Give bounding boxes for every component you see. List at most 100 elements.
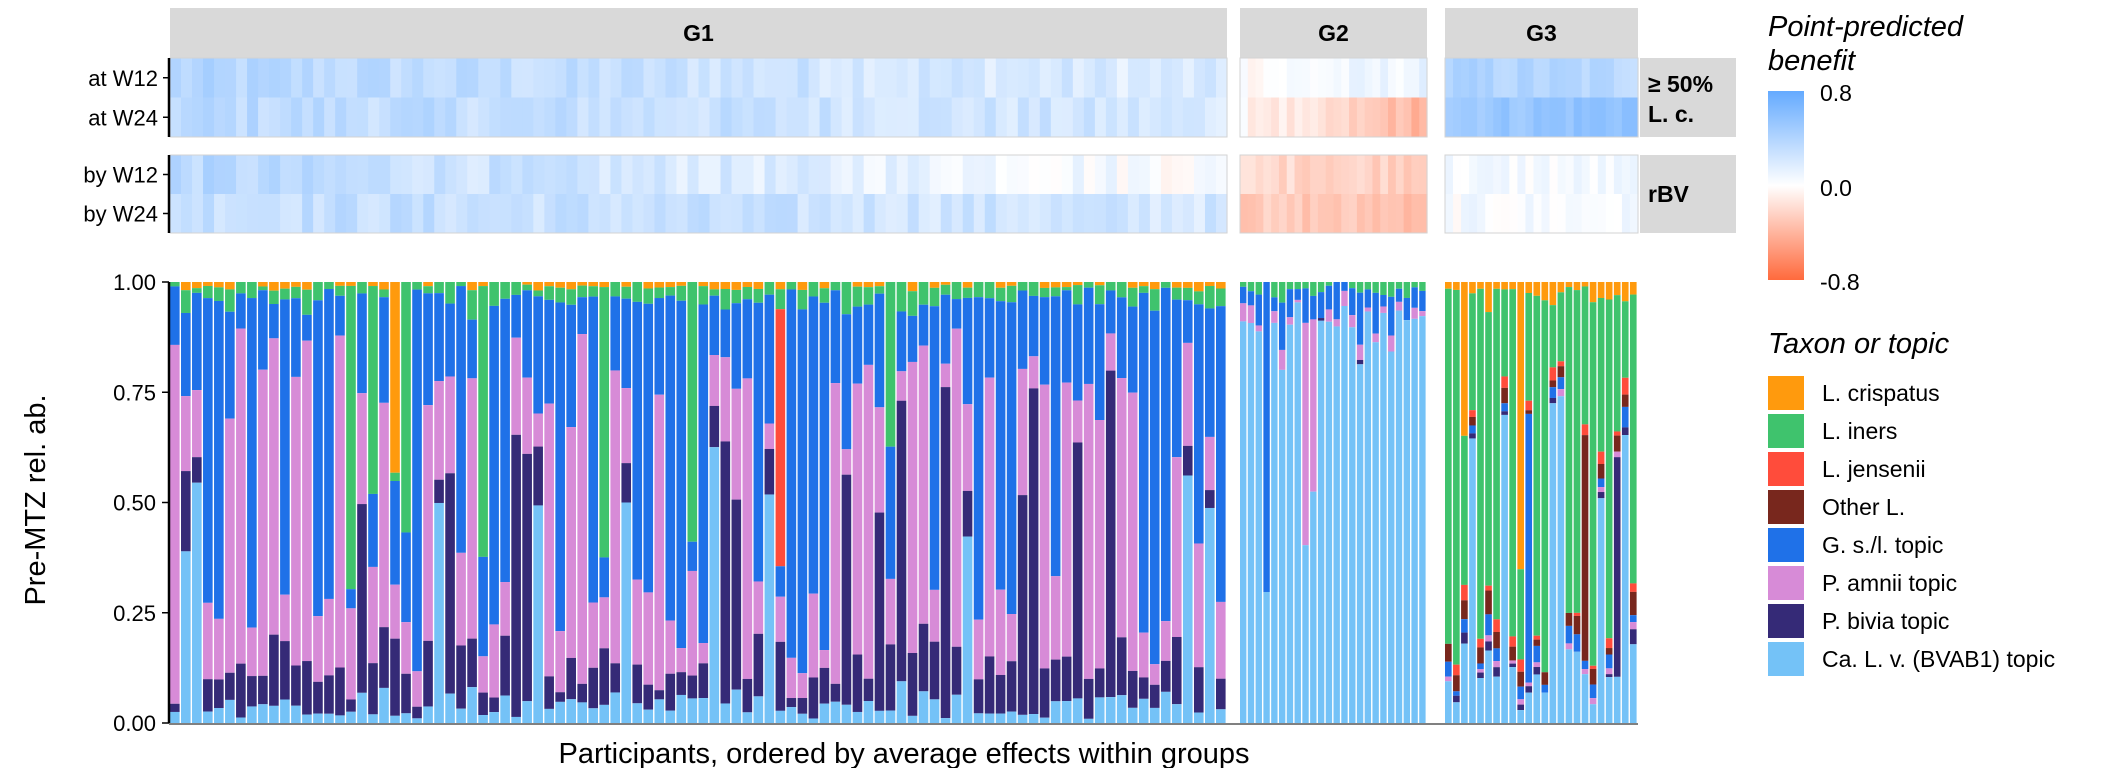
heatmap-cell (1380, 194, 1389, 234)
bar-segment (1028, 356, 1039, 389)
heatmap-cell (984, 58, 997, 98)
heatmap-cell (984, 194, 997, 234)
bar-segment (665, 710, 676, 723)
heatmap-cell (390, 97, 402, 138)
heatmap-cell (1271, 58, 1280, 98)
heatmap-cell (1395, 194, 1405, 234)
bar-segment (1149, 289, 1160, 311)
bar-segment (324, 282, 334, 290)
heatmap-cell (555, 97, 567, 138)
bar-segment (1039, 668, 1050, 718)
bar-segment (346, 711, 356, 723)
bar-segment (1581, 286, 1589, 425)
bar-segment (764, 423, 775, 449)
bar-segment (885, 644, 896, 711)
heatmap-cell (1573, 58, 1583, 98)
bar-segment (951, 282, 962, 300)
bar-segment (335, 295, 345, 336)
heatmap-cell (1160, 194, 1173, 234)
heatmap-cell (1403, 194, 1413, 234)
bar-segment (533, 446, 543, 506)
bar-segment (1453, 675, 1460, 692)
bar-segment (1395, 301, 1403, 311)
bar-segment (1240, 321, 1247, 723)
legend-item-label: P. bivia topic (1822, 608, 1949, 634)
bar-segment (1380, 312, 1387, 723)
heatmap-cell (863, 155, 876, 195)
bar-segment (1255, 325, 1262, 332)
heatmap-cell (610, 58, 623, 98)
heatmap-cell (665, 58, 678, 98)
heatmap-cell (1533, 97, 1543, 138)
heatmap-cell (1403, 155, 1413, 195)
heatmap-cell (1204, 194, 1217, 234)
heatmap-cell (852, 194, 865, 234)
bar-segment (1605, 668, 1613, 675)
bar-segment (1182, 282, 1193, 288)
bar-segment (478, 656, 488, 693)
heatmap-cell (1477, 155, 1486, 195)
bar-segment (1333, 326, 1340, 723)
heatmap-cell (1485, 194, 1494, 234)
heatmap-cell (566, 155, 578, 195)
bar-segment (324, 598, 334, 676)
heatmap-cell (841, 97, 854, 138)
heatmap-cell (621, 97, 634, 138)
bar-segment (258, 675, 268, 705)
heatmap-cell (1597, 58, 1607, 98)
heatmap-cell (962, 194, 975, 234)
heatmap-cell (1149, 194, 1162, 234)
bar-segment (1294, 299, 1301, 303)
bar-segment (698, 282, 709, 287)
heatmap-cell (874, 194, 887, 234)
heatmap-cell (775, 97, 788, 138)
bar-segment (192, 457, 202, 483)
bar-segment (203, 711, 213, 723)
heatmap-cell (1517, 97, 1527, 138)
bar-segment (929, 282, 940, 288)
bar-segment (1525, 410, 1533, 414)
bar-segment (1006, 285, 1017, 303)
bar-segment (1325, 282, 1333, 286)
heatmap-cell (1302, 194, 1311, 234)
bar-segment (918, 282, 929, 305)
heatmap-cell (478, 194, 490, 234)
heatmap-cell (632, 155, 645, 195)
bar-segment (1061, 282, 1072, 288)
heatmap-cell (555, 194, 567, 234)
bar-segment (1501, 387, 1508, 404)
legend-item-label: L. jensenii (1822, 456, 1926, 482)
heatmap-cell (1286, 194, 1296, 234)
heatmap-cell (1317, 194, 1327, 234)
heatmap-cell (599, 155, 612, 195)
bar-segment (225, 289, 235, 312)
bar-segment (907, 291, 918, 316)
heatmap-cell (1310, 155, 1319, 195)
bar-segment (456, 552, 466, 646)
heatmap-cell (1629, 194, 1639, 234)
heatmap-cell (533, 97, 545, 138)
bar-segment (203, 282, 213, 286)
bar-segment (1278, 349, 1286, 370)
bar-segment (1565, 643, 1573, 650)
heatmap-cell (280, 155, 292, 195)
heatmap-cell (1263, 97, 1272, 138)
bar-segment (1517, 704, 1525, 711)
heatmap-cell (1105, 58, 1118, 98)
bar-segment (654, 298, 665, 395)
heatmap-cell (566, 58, 578, 98)
heatmap-cell (1333, 194, 1342, 234)
bar-segment (1094, 420, 1105, 669)
bar-segment (1255, 282, 1262, 295)
bar-segment (1294, 302, 1301, 723)
heatmap-cell (808, 97, 821, 138)
bar-segment (665, 282, 676, 288)
bar-segment (390, 715, 400, 723)
heatmap-cell (1050, 155, 1063, 195)
heatmap-cell (665, 194, 678, 234)
heatmap-cell (1240, 155, 1249, 195)
heatmap-cell (489, 155, 501, 195)
heatmap-cell (687, 97, 700, 138)
bar-segment (203, 285, 213, 299)
bar-segment (1271, 297, 1278, 312)
